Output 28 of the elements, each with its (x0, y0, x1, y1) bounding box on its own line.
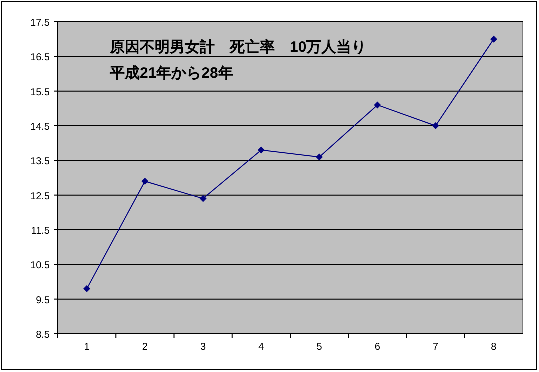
point (316, 154, 324, 161)
point (490, 36, 498, 43)
text: 平成21年から28年 (109, 65, 234, 82)
point (200, 195, 207, 202)
y-tick-label: 14.5 (30, 122, 50, 133)
y-tick-label: 8.5 (36, 330, 50, 341)
x-tick-label: 2 (142, 342, 148, 353)
x-tick-label: 6 (374, 342, 381, 353)
x-tick-label: 3 (200, 342, 207, 353)
y-tick-label: 15.5 (30, 87, 50, 98)
point (258, 146, 265, 154)
point (142, 178, 149, 185)
point (432, 122, 440, 130)
y-tick-label: 16.5 (30, 52, 50, 64)
y-tick-label: 17.5 (30, 18, 50, 29)
y-tick-label: 13.5 (30, 156, 50, 168)
x-tick-label: 4 (258, 342, 265, 353)
y-tick-label: 9.5 (36, 295, 50, 306)
x-tick-label: 1 (84, 342, 90, 353)
text: 原因不明男女計 死亡率 10万人当り (109, 38, 367, 56)
y-tick-label: 11.5 (31, 226, 50, 237)
y-tick-label: 10.5 (30, 260, 50, 272)
x-tick-label: 5 (316, 342, 323, 353)
y-tick-label: 12.5 (30, 191, 50, 202)
point (84, 285, 91, 292)
x-tick-label: 8 (491, 342, 498, 353)
point (374, 102, 382, 109)
x-tick-label: 7 (433, 342, 440, 353)
